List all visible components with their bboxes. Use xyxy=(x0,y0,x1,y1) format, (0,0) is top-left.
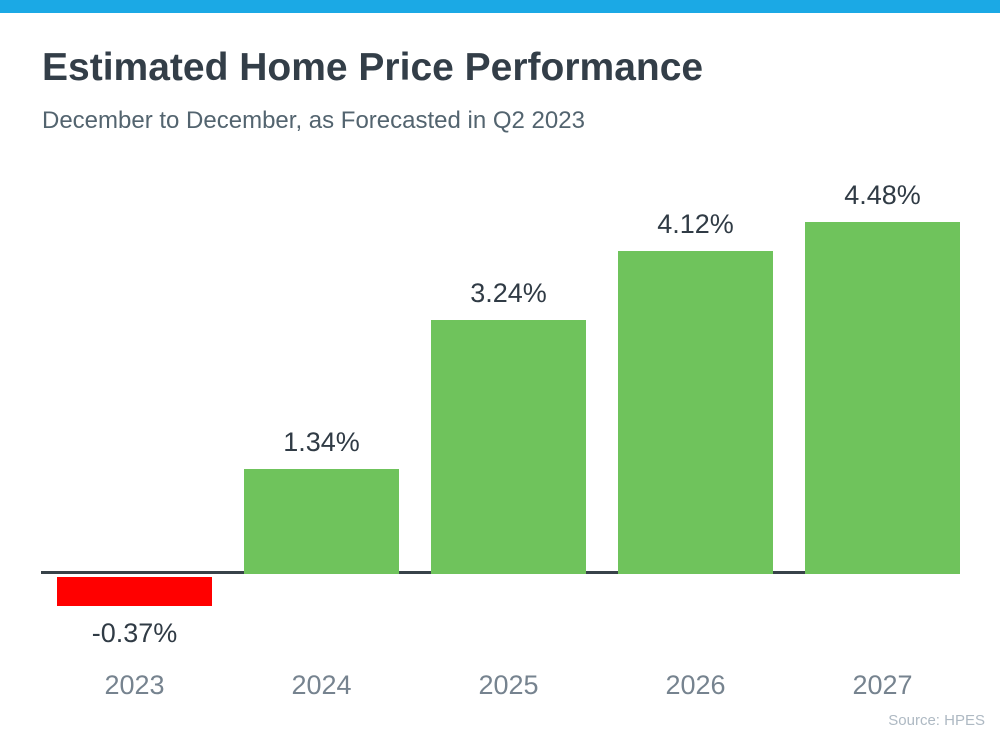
page-title: Estimated Home Price Performance xyxy=(42,46,704,89)
x-axis-label-2026: 2026 xyxy=(665,670,726,700)
page-subtitle: December to December, as Forecasted in Q… xyxy=(42,107,585,134)
bar-value-label-2023: -0.37% xyxy=(91,618,178,648)
bar-value-label-2025: 3.24% xyxy=(470,278,547,308)
bar-2026 xyxy=(618,251,773,574)
bar-2027 xyxy=(805,222,960,574)
bar-2024 xyxy=(244,469,399,574)
bar-value-label-2026: 4.12% xyxy=(657,209,734,239)
bar-2025 xyxy=(431,320,586,574)
bar-value-label-2024: 1.34% xyxy=(283,427,360,457)
top-accent-bar xyxy=(0,0,1000,13)
bar-2023 xyxy=(57,577,212,606)
x-axis-label-2025: 2025 xyxy=(478,670,539,700)
x-axis-label-2024: 2024 xyxy=(291,670,352,700)
x-axis-label-2027: 2027 xyxy=(852,670,913,700)
source-caption: Source: HPES xyxy=(888,712,985,729)
x-axis-label-2023: 2023 xyxy=(104,670,165,700)
bar-value-label-2027: 4.48% xyxy=(844,180,921,210)
